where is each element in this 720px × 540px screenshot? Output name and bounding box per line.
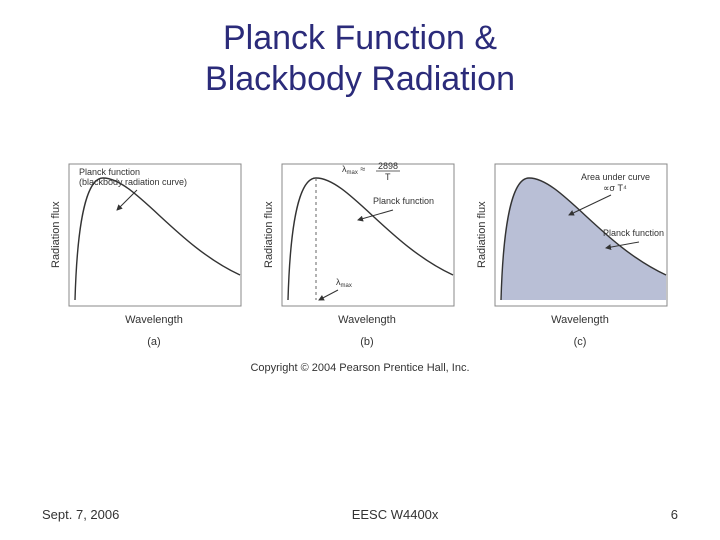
annot-c-area1: Area under curve: [581, 172, 650, 182]
footer-course: EESC W4400x: [352, 507, 439, 522]
panel-row: Radiation flux Planck function (blackbod…: [0, 160, 720, 348]
svg-text:λmax: λmax: [336, 277, 352, 289]
footer-date: Sept. 7, 2006: [42, 507, 119, 522]
footer: Sept. 7, 2006 EESC W4400x 6: [0, 507, 720, 522]
title-line-1: Planck Function &: [223, 19, 497, 57]
svg-text:λmax ≈: λmax ≈: [342, 164, 365, 176]
title-line-2: Blackbody Radiation: [205, 60, 515, 98]
x-axis-label: Wavelength: [125, 314, 183, 326]
panel-b-letter: (b): [360, 336, 373, 348]
copyright-text: Copyright © 2004 Pearson Prentice Hall, …: [0, 362, 720, 374]
footer-page: 6: [671, 507, 678, 522]
arrow-b-lmax: [319, 290, 338, 300]
svg-text:T: T: [385, 172, 391, 182]
x-axis-label: Wavelength: [338, 314, 396, 326]
annot-b-curve: Planck function: [373, 196, 434, 206]
annot-b-lmax: λmax: [336, 277, 352, 289]
panel-c: Radiation flux Area under curve ∝σ T⁴ Pl…: [476, 160, 671, 348]
arrow-a: [117, 190, 137, 210]
annot-a-line1: Planck function: [79, 167, 140, 177]
page-title: Planck Function & Blackbody Radiation: [0, 0, 720, 100]
chart-b: λmax ≈ 2898 T Planck function λmax: [278, 160, 458, 310]
annot-a-line2: (blackbody radiation curve): [79, 177, 187, 187]
annot-c-area2: ∝σ T⁴: [603, 183, 627, 193]
y-axis-label: Radiation flux: [50, 160, 62, 310]
panel-a-letter: (a): [147, 336, 160, 348]
y-axis-label: Radiation flux: [263, 160, 275, 310]
panel-c-letter: (c): [574, 336, 587, 348]
chart-c: Area under curve ∝σ T⁴ Planck function: [491, 160, 671, 310]
panel-b: Radiation flux λmax ≈ 2898 T Planck f: [263, 160, 458, 348]
svg-text:2898: 2898: [378, 161, 398, 171]
x-axis-label: Wavelength: [551, 314, 609, 326]
panel-a: Radiation flux Planck function (blackbod…: [50, 160, 245, 348]
arrow-c-area: [569, 195, 611, 215]
y-axis-label: Radiation flux: [476, 160, 488, 310]
chart-a: Planck function (blackbody radiation cur…: [65, 160, 245, 310]
annot-c-curve: Planck function: [603, 228, 664, 238]
area-under-curve: [501, 178, 666, 300]
